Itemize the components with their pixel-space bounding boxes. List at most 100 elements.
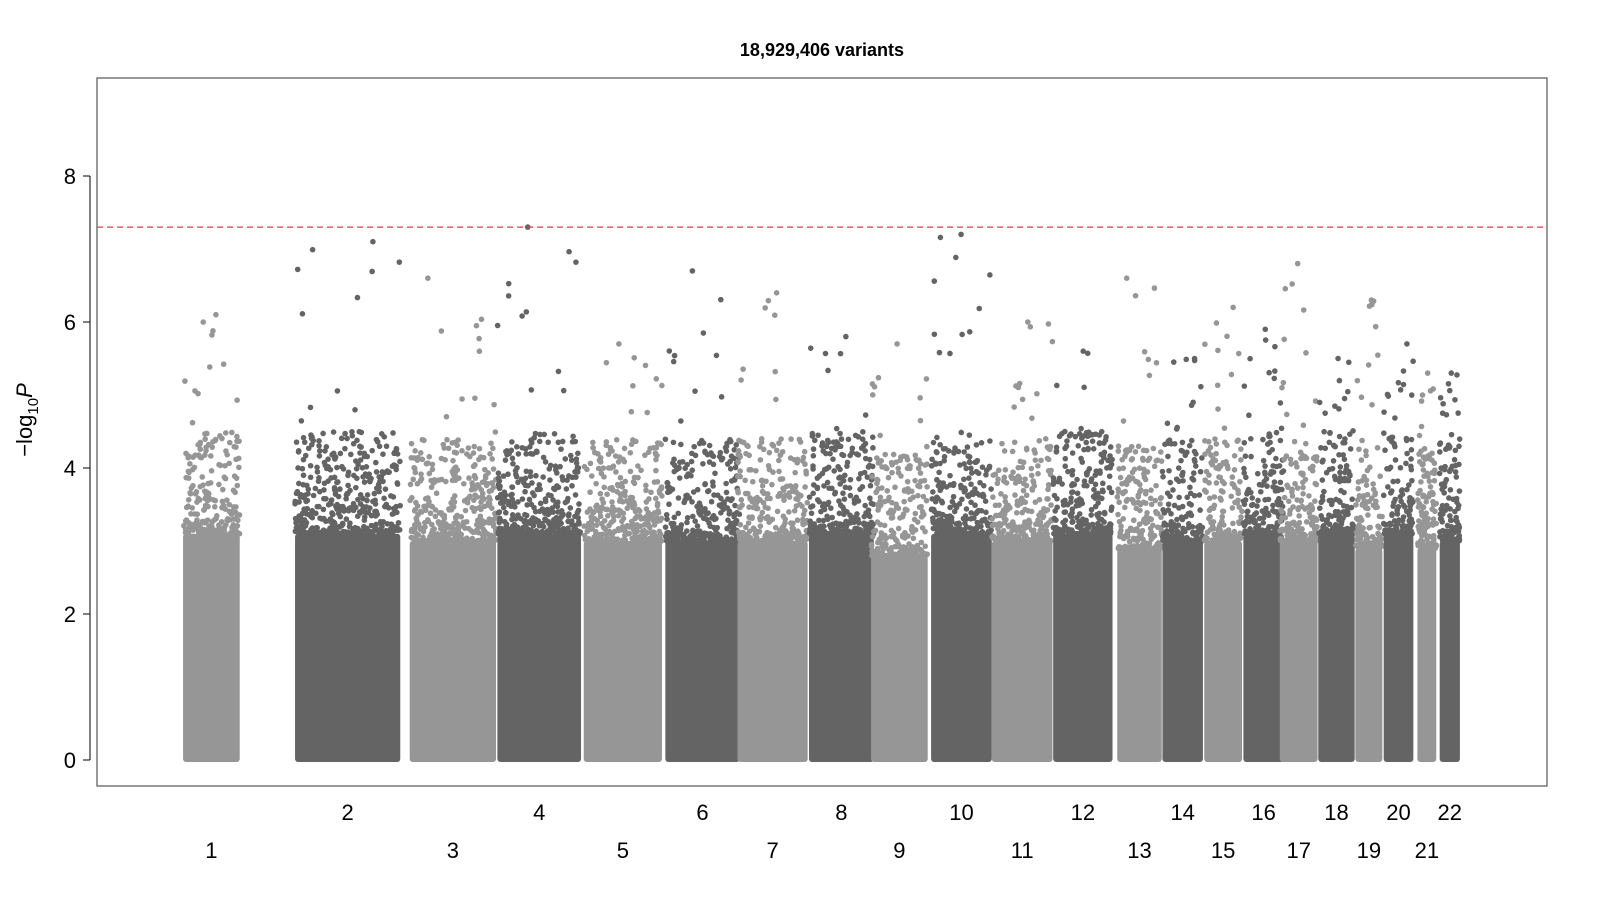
variant-point bbox=[226, 501, 233, 508]
variant-point bbox=[527, 469, 534, 475]
variant-point bbox=[627, 449, 634, 456]
variant-point bbox=[972, 502, 978, 509]
chromosome-label-20: 20 bbox=[1386, 800, 1410, 825]
variant-point bbox=[1452, 462, 1459, 469]
variant-point bbox=[901, 498, 907, 505]
variant-point bbox=[208, 453, 214, 459]
variant-point bbox=[720, 538, 727, 544]
variant-point bbox=[1422, 519, 1428, 526]
variant-point bbox=[364, 497, 370, 504]
variant-point bbox=[1116, 518, 1123, 525]
variant-point bbox=[616, 498, 623, 504]
variant-point bbox=[1084, 471, 1090, 478]
variant-point-outlier bbox=[671, 352, 678, 359]
variant-point bbox=[684, 519, 690, 526]
variant-point bbox=[616, 454, 623, 460]
variant-point bbox=[875, 460, 882, 466]
variant-point-outlier bbox=[822, 350, 829, 357]
variant-point bbox=[932, 461, 939, 467]
variant-point bbox=[449, 440, 456, 446]
variant-point bbox=[1029, 537, 1036, 543]
variant-point bbox=[529, 480, 535, 486]
variant-point bbox=[1129, 469, 1136, 476]
variant-point bbox=[810, 490, 816, 497]
variant-point bbox=[1430, 516, 1437, 522]
variant-point bbox=[1408, 436, 1415, 443]
variant-point bbox=[804, 499, 811, 506]
variant-point-outlier bbox=[700, 440, 707, 446]
variant-point bbox=[553, 530, 560, 537]
variant-point bbox=[388, 527, 395, 533]
variant-point bbox=[779, 448, 786, 455]
variant-point-outlier bbox=[1421, 445, 1428, 452]
variant-point bbox=[867, 495, 873, 502]
variant-point bbox=[1219, 508, 1226, 515]
variant-point bbox=[797, 439, 804, 445]
variant-point bbox=[1206, 480, 1212, 486]
variant-point bbox=[310, 492, 317, 499]
variant-point bbox=[1213, 441, 1220, 447]
variant-point bbox=[378, 521, 385, 528]
variant-point bbox=[476, 504, 483, 511]
chromosome-15-bulk bbox=[1204, 541, 1243, 762]
variant-point bbox=[1178, 457, 1184, 464]
variant-point bbox=[574, 464, 581, 471]
variant-point-outlier bbox=[959, 331, 965, 338]
variant-point bbox=[1211, 531, 1218, 538]
variant-point bbox=[1022, 519, 1028, 525]
variant-point-outlier bbox=[1419, 392, 1426, 398]
variant-point bbox=[934, 494, 940, 501]
variant-point bbox=[1442, 463, 1448, 470]
variant-point bbox=[525, 482, 531, 489]
variant-point bbox=[1161, 520, 1168, 527]
variant-point bbox=[1210, 519, 1217, 525]
variant-point bbox=[826, 485, 832, 491]
variant-point bbox=[445, 445, 452, 452]
variant-point bbox=[1068, 489, 1075, 496]
variant-point bbox=[997, 512, 1003, 518]
variant-point-outlier bbox=[1019, 396, 1026, 403]
variant-point bbox=[201, 507, 207, 513]
variant-point bbox=[1187, 484, 1193, 491]
variant-point-outlier bbox=[692, 388, 698, 394]
variant-point bbox=[597, 490, 604, 497]
variant-point bbox=[331, 487, 338, 493]
variant-point bbox=[1158, 458, 1165, 464]
variant-point-outlier bbox=[772, 368, 779, 375]
variant-point bbox=[1032, 457, 1039, 463]
variant-point bbox=[1114, 494, 1121, 500]
chromosome-16-bulk bbox=[1243, 533, 1284, 762]
variant-point-outlier bbox=[825, 439, 832, 446]
variant-point bbox=[1331, 442, 1337, 449]
variant-point bbox=[474, 481, 481, 488]
variant-point bbox=[522, 475, 529, 482]
variant-point bbox=[828, 445, 835, 452]
variant-point bbox=[1022, 499, 1029, 506]
variant-point bbox=[877, 538, 883, 545]
variant-point bbox=[301, 439, 308, 446]
variant-point bbox=[723, 480, 729, 487]
variant-point-outlier bbox=[1151, 285, 1158, 291]
variant-point bbox=[315, 478, 322, 485]
variant-point bbox=[598, 520, 605, 527]
variant-point bbox=[413, 515, 420, 522]
variant-point bbox=[810, 463, 816, 469]
chromosome-label-5: 5 bbox=[617, 838, 629, 863]
variant-point bbox=[1284, 482, 1290, 489]
variant-point bbox=[656, 528, 663, 535]
chromosome-14-bulk bbox=[1162, 541, 1203, 762]
variant-point bbox=[1448, 537, 1455, 544]
variant-point bbox=[968, 481, 974, 488]
variant-point bbox=[1062, 463, 1069, 469]
variant-point bbox=[233, 475, 240, 481]
variant-point bbox=[729, 496, 735, 502]
variant-point bbox=[319, 516, 325, 522]
variant-point bbox=[465, 445, 472, 451]
variant-point bbox=[183, 517, 190, 523]
variant-point bbox=[1213, 480, 1220, 486]
variant-point bbox=[1278, 538, 1284, 544]
variant-point-outlier bbox=[744, 442, 750, 449]
variant-point-outlier bbox=[1214, 382, 1221, 389]
chromosome-21-bulk bbox=[1417, 548, 1437, 762]
variant-point bbox=[858, 445, 865, 451]
